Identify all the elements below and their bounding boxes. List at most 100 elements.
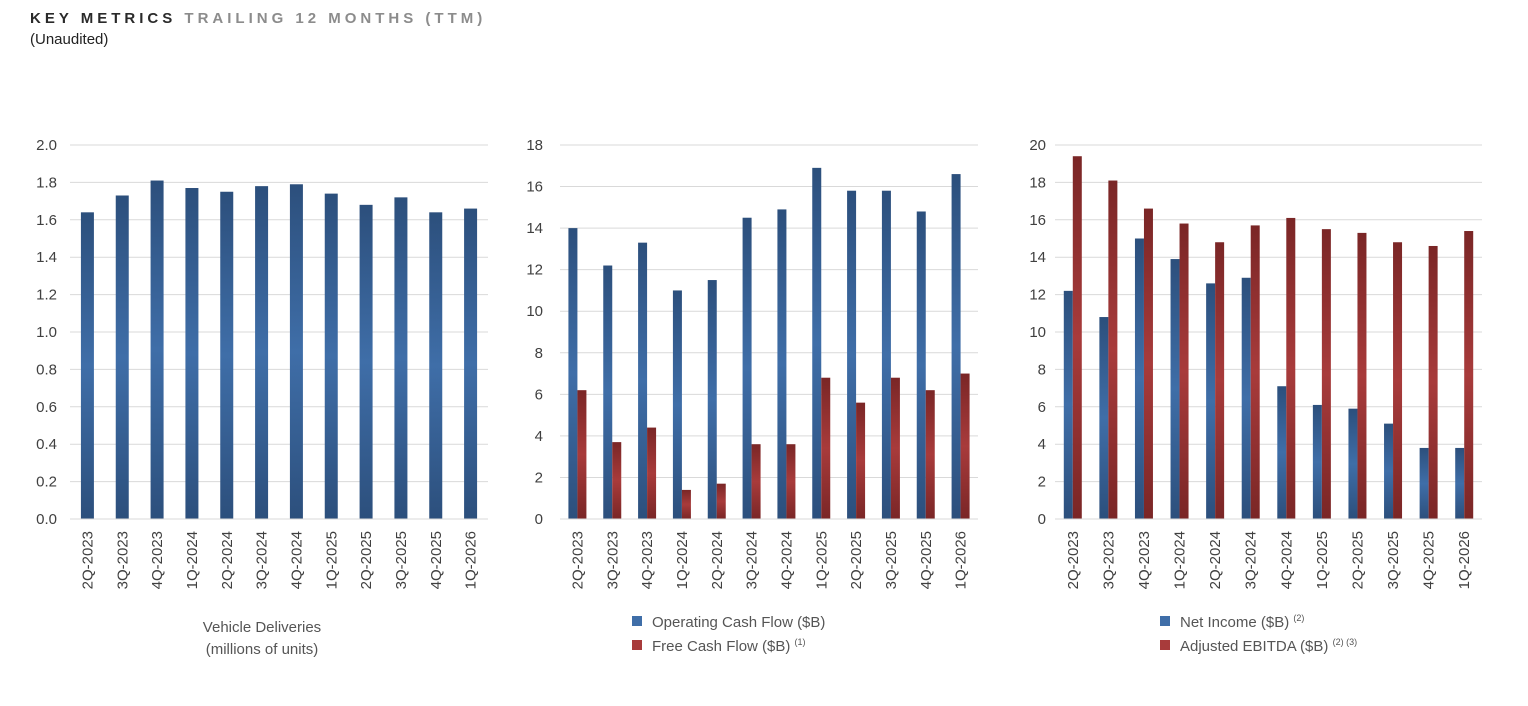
bar-series-2	[1108, 180, 1118, 519]
bar-series-1	[672, 290, 682, 519]
x-tick-label: 3Q-2023	[114, 531, 131, 589]
x-tick-label: 1Q-2024	[1172, 531, 1189, 589]
chart-1: 0.0 0.2 0.4 0.6 0.8 1.0 1.2 1.4 1.6 1.8 2.0 2Q-2023…	[36, 137, 488, 658]
y-tick-label: 0	[1038, 511, 1046, 528]
x-tick-label: 3Q-2024	[1243, 531, 1260, 589]
bar-series-2	[751, 444, 761, 519]
bar-deliveries	[255, 186, 269, 519]
legend-label: Operating Cash Flow ($B)	[652, 614, 825, 631]
y-tick-label: 1.8	[36, 174, 57, 191]
bar-deliveries	[394, 197, 408, 520]
bar-deliveries	[464, 208, 478, 519]
bar-series-1	[916, 211, 926, 519]
x-tick-label: 2Q-2023	[79, 531, 96, 589]
bar-series-1	[1455, 447, 1465, 519]
x-tick-label: 3Q-2025	[1385, 531, 1402, 589]
chart-caption: Vehicle Deliveries	[203, 619, 321, 636]
bar-series-2	[1072, 156, 1082, 519]
bar-series-1	[881, 190, 891, 519]
bar-deliveries	[150, 180, 164, 519]
y-tick-label: 0.6	[36, 399, 57, 416]
bar-series-1	[847, 190, 857, 519]
bar-series-2	[1321, 229, 1331, 519]
x-tick-label: 4Q-2025	[428, 531, 445, 589]
title-sub: TRAILING 12 MONTHS (TTM)	[184, 10, 487, 27]
bar-series-1	[1348, 408, 1358, 519]
x-tick-label: 3Q-2025	[883, 531, 900, 589]
y-tick-label: 6	[1038, 399, 1046, 416]
y-tick-label: 1.6	[36, 212, 57, 229]
bar-series-1	[951, 174, 961, 520]
legend: Operating Cash Flow ($B) Free Cash Flow …	[632, 614, 825, 655]
y-tick-label: 8	[535, 345, 543, 362]
bar-series-2	[960, 373, 970, 519]
x-tick-label: 1Q-2024	[674, 531, 691, 589]
y-tick-label: 8	[1038, 361, 1046, 378]
bar-series-2	[577, 390, 587, 519]
x-tick-label: 1Q-2025	[323, 531, 340, 589]
y-tick-label: 0	[535, 511, 543, 528]
bar-series-2	[1393, 242, 1403, 520]
bar-deliveries	[324, 193, 338, 519]
x-tick-label: 1Q-2026	[953, 531, 970, 589]
x-tick-label: 2Q-2024	[219, 531, 236, 589]
bar-series-1	[777, 209, 787, 519]
y-tick-label: 0.0	[36, 511, 57, 528]
bar-series-2	[1428, 245, 1438, 520]
y-tick-label: 18	[1029, 174, 1046, 191]
legend-footnote: (2)	[1293, 613, 1304, 623]
chart-2: 0 2 4 6 8 10 12 14 16 18 2Q-2023 3Q-2023 4Q-2023 1Q-2…	[526, 137, 978, 655]
bar-series-1	[638, 242, 648, 519]
x-tick-label: 1Q-2024	[184, 531, 201, 589]
y-tick-label: 12	[526, 262, 543, 279]
y-tick-label: 1.0	[36, 324, 57, 341]
x-tick-label: 1Q-2026	[1456, 531, 1473, 589]
legend-footnote: (2) (3)	[1333, 637, 1358, 647]
x-tick-label: 1Q-2025	[1314, 531, 1331, 589]
bar-series-1	[1063, 290, 1073, 519]
bar-series-2	[1143, 208, 1153, 519]
x-tick-label: 2Q-2024	[1207, 531, 1224, 589]
x-tick-label: 4Q-2025	[918, 531, 935, 589]
y-tick-label: 16	[1029, 212, 1046, 229]
bar-series-1	[1312, 404, 1322, 519]
x-tick-label: 4Q-2023	[1136, 531, 1153, 589]
bar-series-2	[821, 377, 831, 519]
bar-series-2	[786, 444, 796, 519]
x-tick-label: 3Q-2025	[393, 531, 410, 589]
bar-deliveries	[80, 212, 94, 519]
x-tick-label: 4Q-2025	[1421, 531, 1438, 589]
bar-series-1	[1277, 386, 1287, 519]
bar-series-1	[603, 265, 613, 519]
bar-deliveries	[359, 204, 373, 519]
bar-series-1	[1241, 277, 1251, 519]
x-tick-label: 4Q-2024	[288, 531, 305, 589]
chart-3: 0 2 4 6 8 10 12 14 16 18 20 2Q-2023 3Q-2023 4Q-2023 1Q…	[1029, 137, 1482, 655]
y-tick-label: 0.2	[36, 474, 57, 491]
legend-label: Net Income ($B) (2)	[1180, 613, 1304, 631]
x-tick-label: 2Q-2025	[1349, 531, 1366, 589]
bar-series-2	[1250, 225, 1260, 519]
x-tick-label: 3Q-2023	[1100, 531, 1117, 589]
bar-deliveries	[185, 188, 199, 519]
bar-series-2	[925, 390, 935, 519]
bar-series-2	[1286, 217, 1296, 519]
legend-label: Adjusted EBITDA ($B) (2) (3)	[1180, 637, 1357, 655]
y-tick-label: 1.4	[36, 249, 57, 266]
y-tick-label: 12	[1029, 287, 1046, 304]
y-tick-label: 2	[535, 469, 543, 486]
bar-series-2	[716, 483, 726, 519]
bar-series-2	[647, 427, 657, 519]
x-tick-label: 1Q-2025	[813, 531, 830, 589]
legend-footnote: (1)	[795, 637, 806, 647]
bar-series-2	[890, 377, 900, 519]
x-tick-label: 4Q-2023	[149, 531, 166, 589]
bar-series-1	[1206, 283, 1216, 519]
bar-series-1	[812, 167, 822, 519]
y-tick-label: 2	[1038, 474, 1046, 491]
report-header: KEY METRICS TRAILING 12 MONTHS (TTM) (Un…	[30, 10, 486, 48]
bar-deliveries	[429, 212, 443, 519]
y-tick-label: 6	[535, 386, 543, 403]
page-subtitle: (Unaudited)	[30, 31, 109, 48]
